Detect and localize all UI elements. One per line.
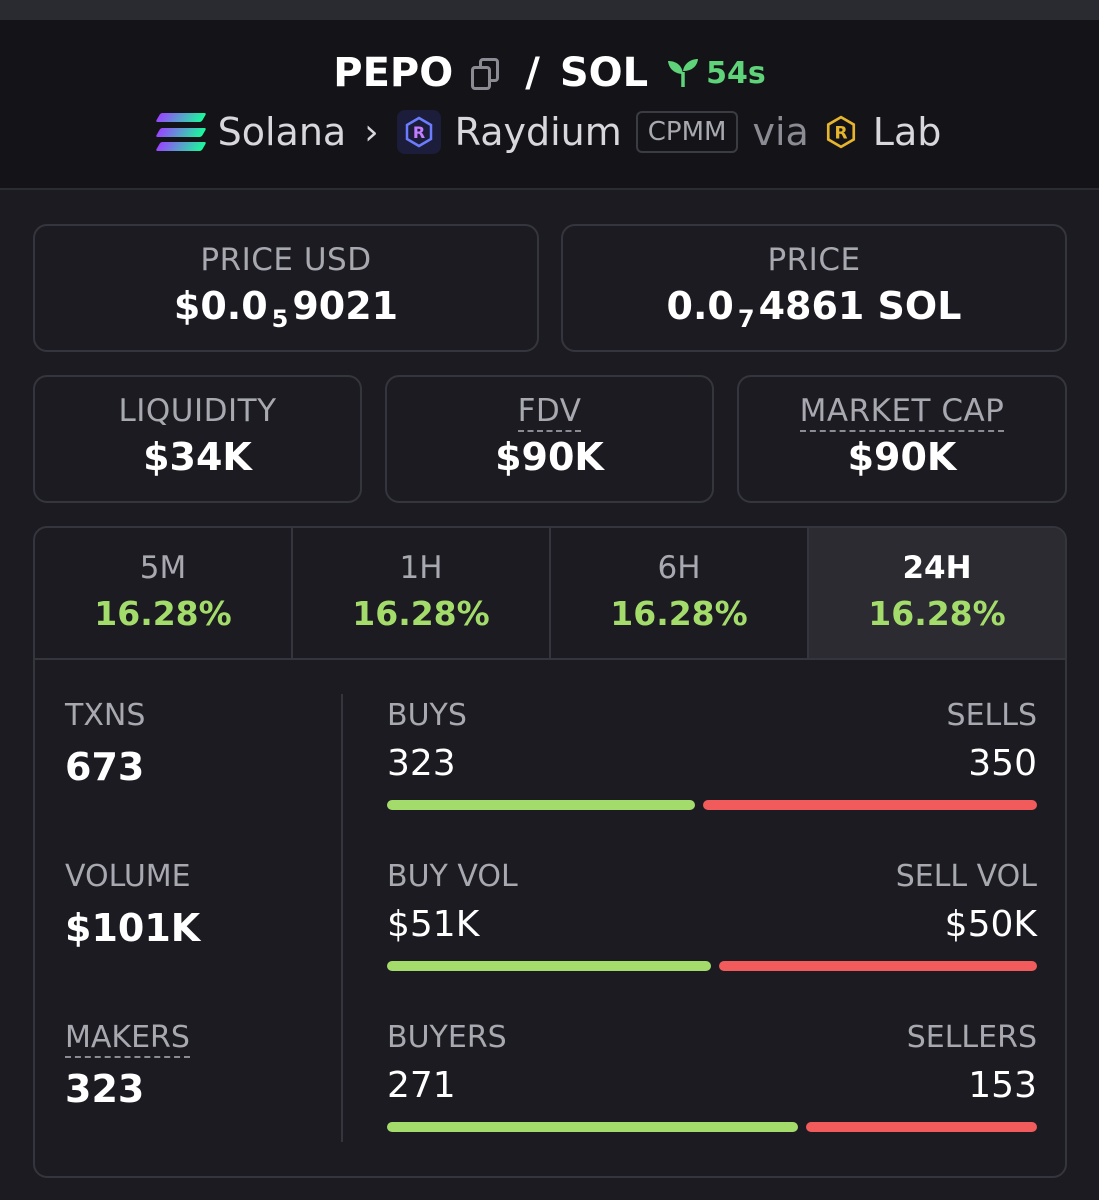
price-usd-value: $0.0 5 9021	[173, 284, 399, 333]
liquidity-label: LIQUIDITY	[118, 393, 277, 429]
dex-name[interactable]: Raydium	[454, 110, 622, 154]
volume-value: $101K	[65, 906, 201, 950]
buy-bar-segment	[387, 961, 711, 971]
raydium-logo-icon: R	[396, 110, 441, 154]
sells-label: SELLS	[946, 698, 1037, 733]
buys-sells-bar	[387, 800, 1037, 810]
price-usd-label: PRICE USD	[200, 242, 372, 278]
quote-token-symbol: SOL	[559, 50, 649, 96]
sellers-label: SELLERS	[906, 1020, 1037, 1055]
buys-value: 323	[387, 743, 456, 784]
buys-label: BUYS	[387, 698, 467, 733]
chain-name[interactable]: Solana	[217, 110, 347, 154]
tab-change-value: 16.28%	[94, 594, 232, 633]
buyers-value: 271	[387, 1065, 456, 1106]
liquidity-card: LIQUIDITY $34K	[33, 375, 362, 503]
txns-label: TXNS	[65, 698, 146, 733]
traders-split-bar	[387, 1122, 1037, 1132]
base-token-symbol: PEPO	[333, 50, 454, 96]
tab-24h[interactable]: 24H 16.28%	[809, 528, 1065, 658]
top-strip	[0, 0, 1099, 20]
svg-text:R: R	[834, 123, 847, 143]
makers-stat[interactable]: MAKERS 323	[65, 1020, 190, 1111]
buyers-label: BUYERS	[387, 1020, 507, 1055]
buy-bar-segment	[387, 1122, 798, 1132]
timeframe-tabs: 5M 16.28% 1H 16.28% 6H 16.28% 24H 16.28%	[35, 528, 1065, 660]
price-native-value: 0.0 7 4861 SOL	[666, 284, 962, 333]
copy-icon[interactable]	[471, 56, 501, 90]
pool-type-badge: CPMM	[635, 111, 739, 153]
tab-label: 6H	[657, 550, 701, 586]
launchpad-name[interactable]: Lab	[872, 110, 942, 154]
volume-label: VOLUME	[65, 859, 191, 894]
tab-5m[interactable]: 5M 16.28%	[35, 528, 293, 658]
fdv-label[interactable]: FDV	[517, 393, 582, 432]
makers-value: 323	[65, 1067, 145, 1111]
volume-split: BUY VOL SELL VOL $51K $50K	[387, 859, 1037, 971]
volume-stat: VOLUME $101K	[65, 859, 200, 950]
buy-vol-label: BUY VOL	[387, 859, 518, 894]
txns-stat: TXNS 673	[65, 698, 145, 789]
txns-value: 673	[65, 745, 145, 789]
timeframe-panel: 5M 16.28% 1H 16.28% 6H 16.28% 24H 16.28%…	[33, 526, 1067, 1178]
price-native-label: PRICE	[767, 242, 861, 278]
solana-logo-icon	[155, 113, 207, 151]
sell-bar-segment	[806, 1122, 1037, 1132]
fdv-card[interactable]: FDV $90K	[385, 375, 714, 503]
tab-change-value: 16.28%	[610, 594, 748, 633]
traders-split: BUYERS SELLERS 271 153	[387, 1020, 1037, 1132]
buy-bar-segment	[387, 800, 695, 810]
tab-label: 24H	[902, 550, 972, 586]
tab-label: 1H	[399, 550, 443, 586]
svg-text:R: R	[412, 123, 424, 142]
pair-age: 54s	[706, 55, 766, 91]
stats-divider	[341, 694, 343, 1142]
pair-header: PEPO / SOL 54s Solana › R Raydium CPMM v…	[0, 20, 1099, 190]
price-native-card: PRICE 0.0 7 4861 SOL	[561, 224, 1067, 352]
buy-vol-value: $51K	[387, 904, 480, 945]
sells-value: 350	[968, 743, 1037, 784]
pair-age-badge: 54s	[666, 56, 766, 91]
makers-label[interactable]: MAKERS	[65, 1020, 190, 1058]
tab-change-value: 16.28%	[352, 594, 490, 633]
chevron-right-icon: ›	[364, 111, 379, 153]
raydium-lab-logo-icon: R	[823, 114, 859, 150]
liquidity-value: $34K	[143, 435, 252, 479]
buys-sells-split: BUYS SELLS 323 350	[387, 698, 1037, 810]
pair-route-row: Solana › R Raydium CPMM via R Lab	[0, 110, 1099, 154]
sell-vol-label: SELL VOL	[895, 859, 1037, 894]
tab-1h[interactable]: 1H 16.28%	[293, 528, 551, 658]
seedling-icon	[668, 59, 699, 87]
sell-bar-segment	[719, 961, 1037, 971]
market-cap-value: $90K	[847, 435, 957, 479]
price-usd-card: PRICE USD $0.0 5 9021	[33, 224, 539, 352]
tab-6h[interactable]: 6H 16.28%	[551, 528, 809, 658]
sellers-value: 153	[968, 1065, 1037, 1106]
market-cap-card[interactable]: MARKET CAP $90K	[737, 375, 1067, 503]
tab-change-value: 16.28%	[868, 594, 1006, 633]
market-cap-label[interactable]: MARKET CAP	[799, 393, 1005, 432]
tab-label: 5M	[139, 550, 187, 586]
pair-separator: /	[525, 50, 540, 96]
sell-vol-value: $50K	[944, 904, 1037, 945]
fdv-value: $90K	[495, 435, 604, 479]
via-label: via	[752, 110, 809, 154]
volume-split-bar	[387, 961, 1037, 971]
sell-bar-segment	[703, 800, 1037, 810]
pair-title-row: PEPO / SOL 54s	[0, 50, 1099, 96]
